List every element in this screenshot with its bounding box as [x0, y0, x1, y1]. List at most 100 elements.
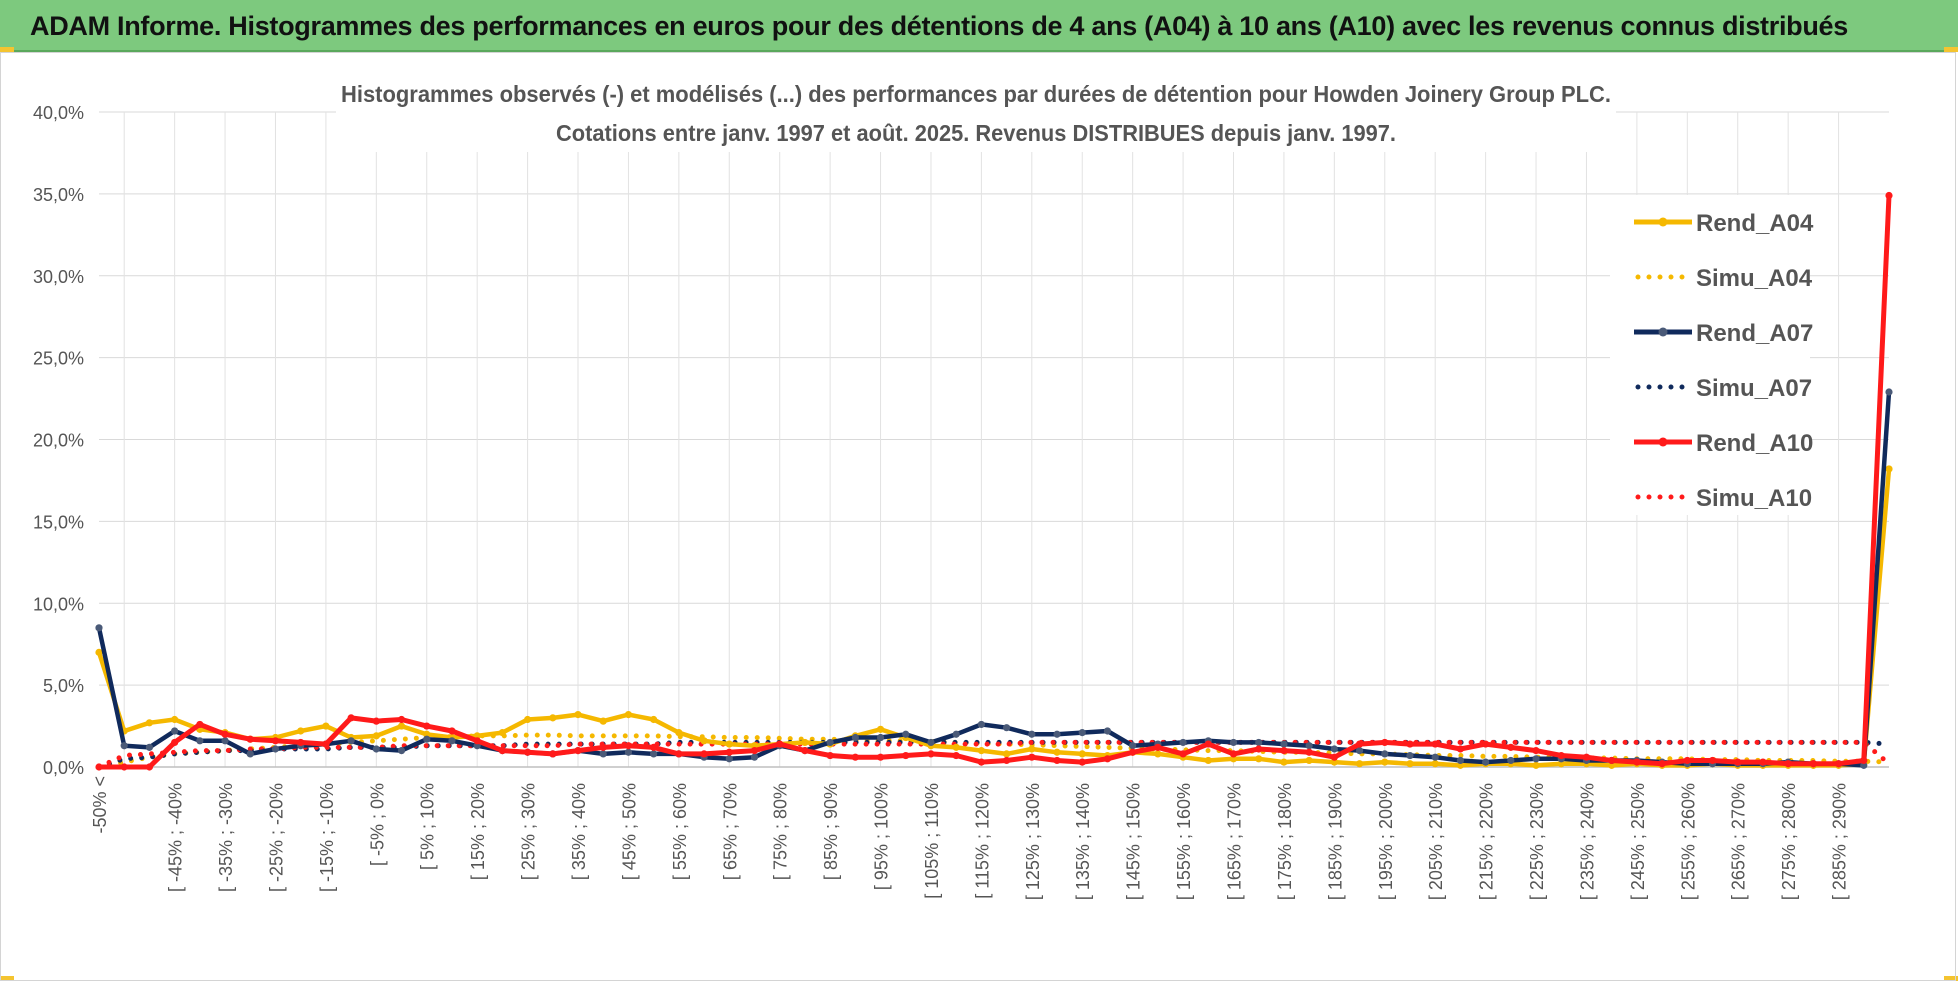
data-point [1381, 738, 1389, 747]
data-point [297, 738, 305, 747]
data-point [1204, 756, 1212, 765]
series-line [99, 195, 1892, 770]
x-tick-label: [ 95% ; 100% [872, 783, 892, 890]
data-point [1229, 750, 1238, 758]
legend-background [1610, 195, 1810, 515]
data-point [1078, 729, 1086, 737]
x-tick-label: [ -35% ; -30% [216, 783, 236, 892]
data-point [1406, 740, 1414, 748]
corner-mark-top-right [1944, 47, 1958, 52]
y-tick-label: 5,0% [43, 676, 84, 696]
series-Rend_A04 [95, 465, 1893, 769]
data-point [1809, 760, 1817, 768]
data-point [1255, 745, 1263, 753]
chart-title-block: Histogrammes observés (-) et modélisés (… [336, 74, 1616, 152]
data-point [574, 747, 582, 755]
data-point [221, 737, 229, 745]
data-point [1759, 758, 1767, 766]
data-point [171, 727, 179, 735]
data-point [448, 727, 456, 735]
data-point [145, 763, 154, 771]
data-point [1431, 760, 1439, 768]
data-point [876, 733, 885, 742]
data-point [725, 748, 733, 756]
y-tick-label: 40,0% [33, 103, 84, 123]
x-tick-label: [ 5% ; 10% [418, 783, 438, 870]
x-tick-label: [ 285% ; 290% [1830, 783, 1850, 900]
data-point [1885, 465, 1893, 473]
data-point [801, 747, 809, 755]
data-point [1431, 753, 1439, 761]
legend-marker [1658, 437, 1668, 447]
data-point [1280, 758, 1288, 766]
data-point [801, 738, 809, 747]
data-point [1582, 753, 1591, 761]
y-tick-label: 25,0% [33, 349, 84, 369]
data-point [725, 755, 733, 763]
y-tick-label: 30,0% [33, 267, 84, 287]
data-point [523, 715, 532, 724]
series-line [96, 468, 1892, 768]
x-tick-label: [ 115% ; 120% [972, 783, 992, 899]
data-point [977, 747, 985, 755]
x-tick-label: [ 215% ; 220% [1477, 783, 1497, 900]
data-point [423, 722, 431, 730]
legend-marker [1658, 327, 1668, 337]
x-tick-label: [ 195% ; 200% [1376, 783, 1396, 900]
legend-item-Simu_A04: Simu_A04 [1635, 265, 1813, 292]
data-point [1053, 748, 1061, 756]
data-point [1028, 730, 1036, 738]
data-point [347, 714, 355, 722]
data-point [246, 735, 254, 743]
y-tick-label: 10,0% [33, 594, 84, 614]
legend-label: Simu_A10 [1696, 485, 1812, 512]
data-point [1003, 724, 1011, 732]
data-point [1482, 740, 1490, 748]
x-tick-label: [ 245% ; 250% [1628, 783, 1648, 900]
data-point [675, 750, 683, 758]
data-point [1456, 756, 1465, 765]
data-point [95, 763, 103, 771]
data-point [347, 737, 355, 745]
data-point [1255, 738, 1263, 747]
data-point [1305, 748, 1313, 756]
data-point [1482, 758, 1490, 766]
x-tick-label: [ 75% ; 80% [771, 783, 791, 880]
data-point [624, 711, 633, 719]
data-point [1860, 756, 1868, 765]
data-point [1154, 750, 1162, 758]
data-point [599, 750, 607, 758]
data-point [1431, 740, 1439, 748]
data-point [1053, 730, 1061, 738]
data-point [1406, 760, 1414, 768]
data-point [776, 740, 784, 748]
legend-label: Rend_A10 [1696, 430, 1813, 457]
data-point [95, 648, 103, 656]
data-point [750, 747, 759, 755]
data-point [1078, 750, 1086, 758]
x-tick-label: [ 175% ; 180% [1275, 783, 1295, 900]
data-point [423, 735, 431, 743]
data-point [1179, 738, 1187, 747]
data-point [1355, 740, 1364, 748]
data-point [1708, 756, 1717, 765]
data-point [902, 730, 910, 738]
data-point [1053, 756, 1061, 765]
x-tick-label: [ -45% ; -40% [166, 783, 186, 892]
data-point [1532, 747, 1540, 755]
x-tick-label: [ 125% ; 130% [1023, 783, 1043, 900]
data-point [322, 740, 330, 748]
data-point [397, 747, 406, 755]
chart-frame [0, 52, 1956, 981]
legend-item-Rend_A10: Rend_A10 [1634, 430, 1813, 457]
data-point [246, 750, 254, 758]
data-point [1078, 758, 1086, 766]
data-point [826, 751, 834, 760]
legend-item-Rend_A04: Rend_A04 [1634, 210, 1814, 237]
x-tick-label: [ -5% ; 0% [367, 783, 387, 866]
data-point [1305, 756, 1313, 765]
data-point [700, 750, 708, 758]
data-point [952, 751, 960, 760]
data-point [1734, 758, 1742, 766]
